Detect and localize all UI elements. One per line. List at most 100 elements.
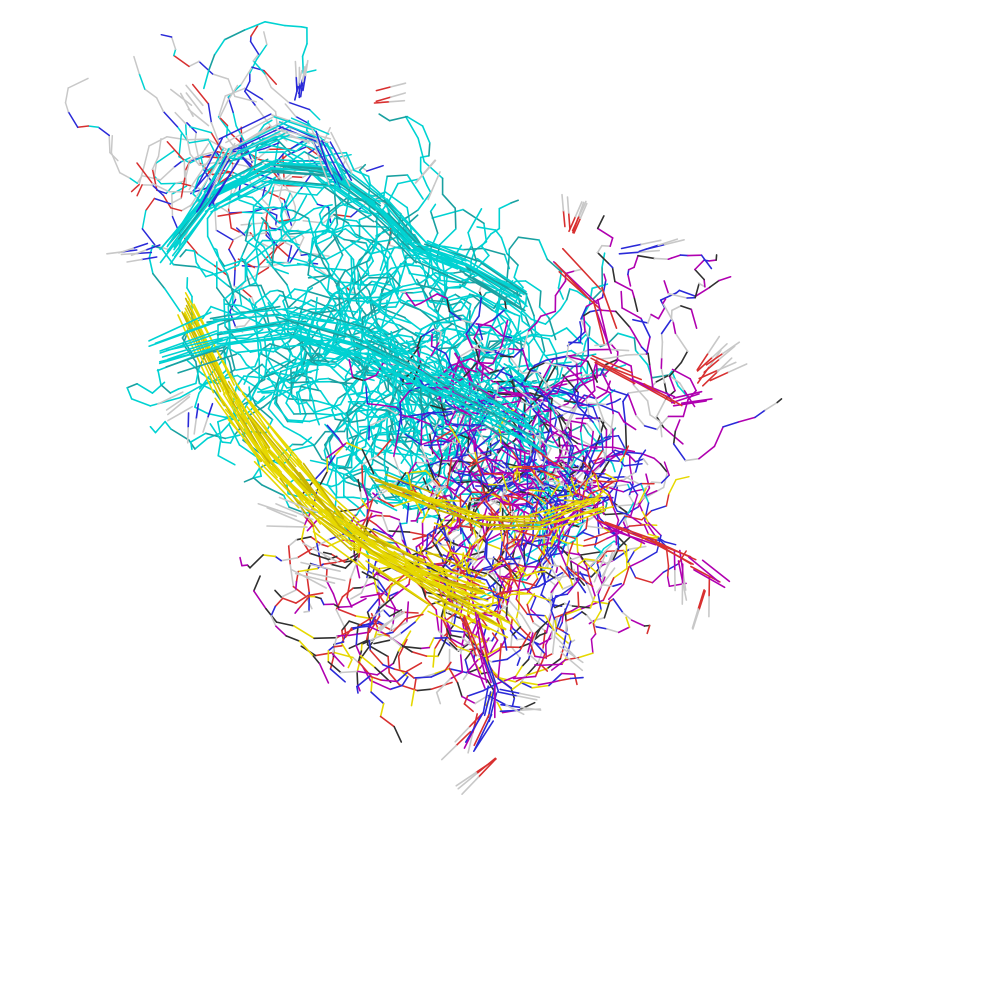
bond [362,317,380,336]
strand-bond [379,558,446,602]
bond [356,402,379,411]
strand-bond [330,521,385,563]
bond [455,436,460,443]
bond [601,481,614,490]
bond [490,658,508,663]
bond [375,523,394,541]
bond [344,228,358,238]
bond [612,567,628,579]
helix-bond [204,177,268,213]
bond [662,563,679,574]
bond [219,99,230,119]
bond [244,239,264,261]
bond [594,536,598,548]
bond [543,358,555,378]
bond [668,375,676,392]
bond [215,248,221,262]
bond [569,474,588,488]
bond [641,510,653,521]
bond [428,446,442,467]
bond [152,272,166,290]
strand-bond [446,585,506,619]
bond [487,573,504,590]
bond [454,207,457,230]
bond [287,538,298,547]
bond [583,314,586,333]
bond [217,437,222,457]
strand-bond [312,530,366,570]
bond [495,590,514,596]
bond [213,247,218,251]
bond [587,446,615,449]
bond [563,428,575,449]
bond [536,566,553,570]
bond [351,445,367,455]
bond [667,292,688,299]
bond [275,625,288,637]
bond [419,646,431,650]
bond [332,651,354,659]
bond [366,567,370,579]
bond [612,598,624,614]
bond [590,633,597,640]
bond [309,383,312,402]
helix-bond [459,283,516,316]
bond [160,33,173,38]
bond [361,482,369,500]
bond [148,136,168,147]
bond [366,498,374,518]
bond [360,576,370,594]
bond [517,315,521,332]
bond [400,645,422,650]
bond [313,430,327,446]
bond [267,302,277,317]
bond [288,227,313,242]
bond [318,230,338,233]
bond [359,276,370,286]
bond [179,249,187,258]
bond [456,334,468,349]
bond [555,627,565,632]
bond [646,400,651,416]
bond [589,594,596,609]
bond [238,289,243,305]
bond [609,447,628,461]
bond [377,309,393,321]
bond [612,446,636,453]
bond [638,449,647,460]
bond [592,358,598,376]
bond [503,593,513,600]
bond [263,327,279,338]
bond [274,216,296,232]
bond [515,467,519,481]
bond [380,244,388,268]
bond [527,646,533,661]
bond [589,488,603,495]
bond [549,403,565,412]
bond [369,679,392,691]
bond [643,425,658,431]
bond [366,164,384,172]
bond [326,442,348,459]
bond [254,104,269,124]
bond [461,361,479,380]
bond [595,418,604,422]
bond [136,184,143,197]
bond [269,289,279,293]
bond [663,381,668,393]
bond [247,363,263,376]
bond [263,119,273,126]
bond [528,474,540,491]
bond [210,131,224,153]
bond [466,307,476,328]
bond [538,534,551,538]
bond [566,443,572,468]
bond [420,475,440,491]
strand-bond [315,489,367,537]
bond [516,657,521,667]
bond [303,301,316,308]
bond [275,310,291,322]
strand-bond [360,524,424,556]
